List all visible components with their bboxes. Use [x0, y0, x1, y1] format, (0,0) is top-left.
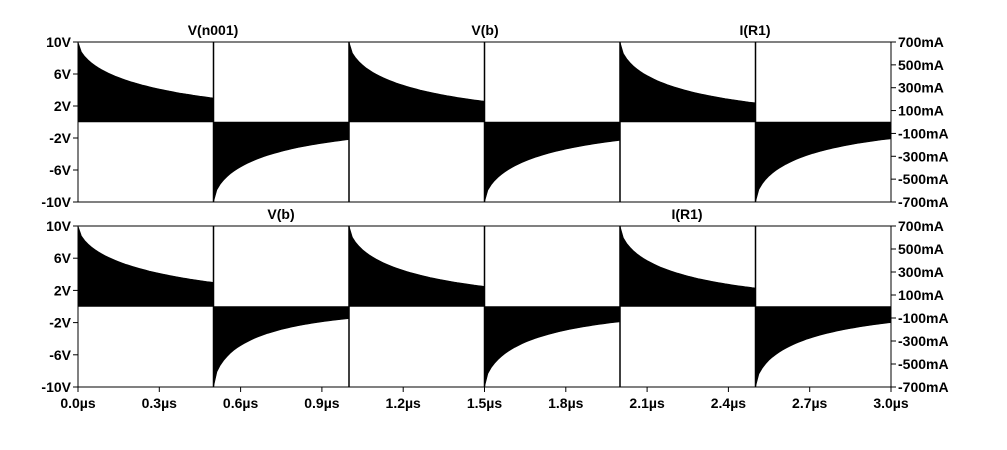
x-axis-tick-label: 0.0µs	[60, 395, 96, 411]
trace-label: I(R1)	[739, 22, 770, 38]
waveform-segment	[77, 225, 214, 307]
waveform-segment	[484, 121, 621, 203]
chart-pane-top: 10V 6V 2V -2V -6V -10V 700mA 500mA 300mA 100mA -10…	[41, 22, 948, 210]
left-axis-tick-label: 2V	[54, 282, 72, 298]
x-axis-tick-label: 1.2µs	[386, 395, 422, 411]
x-axis-tick-label: 0.9µs	[304, 395, 340, 411]
left-axis-tick-label: 10V	[46, 218, 72, 234]
waveform-baseline	[349, 304, 485, 307]
left-axis-tick-label: -10V	[41, 379, 71, 395]
waveform-baseline	[213, 306, 349, 309]
left-axis-tick-label: -2V	[49, 315, 71, 331]
trace-label: V(b)	[471, 22, 498, 38]
x-axis-tick-label: 2.7µs	[792, 395, 828, 411]
right-axis-tick-label: -300mA	[898, 148, 949, 164]
right-axis-tick-label: -500mA	[898, 171, 949, 187]
x-axis-tick-label: 2.4µs	[711, 395, 747, 411]
waveform-segment	[619, 41, 756, 123]
right-axis-tick-label: 700mA	[898, 34, 944, 50]
right-axis-tick-label: 100mA	[898, 103, 944, 119]
right-axis-tick-label: -300mA	[898, 333, 949, 349]
waveform-segment	[755, 121, 892, 203]
left-axis-tick-label: 2V	[54, 98, 72, 114]
right-axis-tick-label: 700mA	[898, 218, 944, 234]
waveform-baseline	[620, 304, 756, 307]
right-axis-tick-label: -100mA	[898, 310, 949, 326]
waveform-segment	[348, 225, 485, 307]
waveform-baseline	[484, 306, 620, 309]
trace-label: I(R1)	[671, 206, 702, 222]
waveform-baseline	[78, 304, 214, 307]
chart-pane-bottom: 10V 6V 2V -2V -6V -10V 700mA 500mA 300mA 100mA -10…	[41, 206, 948, 411]
trace-label: V(n001)	[188, 22, 239, 38]
waveform-baseline	[755, 122, 891, 124]
x-axis-tick-label: 1.5µs	[467, 395, 503, 411]
waveform-segment	[77, 41, 214, 123]
left-axis-tick-label: 6V	[54, 250, 72, 266]
waveform-segment	[755, 306, 892, 388]
waveform-baseline	[620, 120, 756, 122]
waveform-baseline	[349, 120, 485, 122]
waveform-segment	[484, 306, 621, 388]
x-axis-tick-label: 2.1µs	[629, 395, 665, 411]
waveform-baseline	[78, 120, 214, 122]
left-axis-tick-label: 6V	[54, 66, 72, 82]
left-axis-tick-label: -6V	[49, 347, 71, 363]
right-axis-tick-label: 300mA	[898, 264, 944, 280]
right-axis-tick-label: 500mA	[898, 57, 944, 73]
left-axis-tick-label: -10V	[41, 194, 71, 210]
waveform-baseline	[755, 306, 891, 309]
waveform-segment	[213, 306, 350, 388]
right-axis-tick-label: 300mA	[898, 80, 944, 96]
left-axis-tick-label: 10V	[46, 34, 72, 50]
waveform-baseline	[484, 122, 620, 124]
right-axis-tick-label: 500mA	[898, 241, 944, 257]
right-axis-tick-label: 100mA	[898, 287, 944, 303]
x-axis-tick-label: 1.8µs	[548, 395, 584, 411]
left-axis-tick-label: -6V	[49, 162, 71, 178]
waveform-segment	[213, 121, 350, 203]
trace-label: V(b)	[267, 206, 294, 222]
x-axis-tick-label: 3.0µs	[873, 395, 909, 411]
right-axis-tick-label: -500mA	[898, 356, 949, 372]
right-axis-tick-label: -700mA	[898, 379, 949, 395]
right-axis-tick-label: -700mA	[898, 194, 949, 210]
right-axis-tick-label: -100mA	[898, 125, 949, 141]
left-axis-tick-label: -2V	[49, 130, 71, 146]
waveform-segment	[619, 225, 756, 307]
x-axis-tick-label: 0.6µs	[223, 395, 259, 411]
waveform-baseline	[213, 122, 349, 124]
waveform-segment	[348, 41, 485, 123]
x-axis-tick-label: 0.3µs	[142, 395, 178, 411]
